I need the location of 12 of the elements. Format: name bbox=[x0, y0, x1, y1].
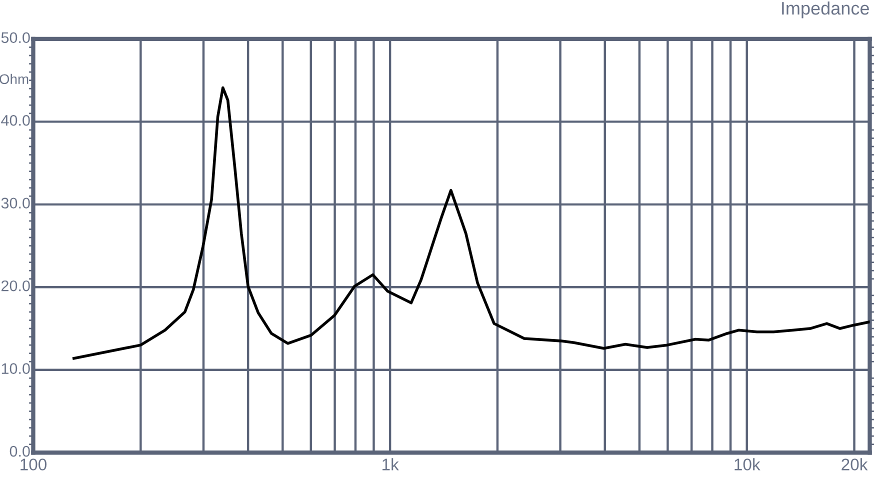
y-tick-label: 30.0 bbox=[1, 198, 30, 209]
x-tick-label: 1k bbox=[382, 458, 399, 470]
y-tick-label: 50.0 bbox=[1, 32, 30, 44]
x-tick-label: 10k bbox=[734, 458, 760, 470]
chart-title: Impedance bbox=[782, 1, 869, 18]
x-tick-label: 100 bbox=[20, 458, 47, 470]
y-tick-label: 40.0 bbox=[1, 114, 30, 126]
y-axis-title: Ohm bbox=[0, 74, 28, 84]
x-tick-label: 20k bbox=[842, 458, 868, 470]
y-tick-label: 20.0 bbox=[2, 280, 30, 292]
y-tick-label: 0.0 bbox=[10, 446, 30, 457]
y-tick-label: 10.0 bbox=[2, 363, 30, 374]
